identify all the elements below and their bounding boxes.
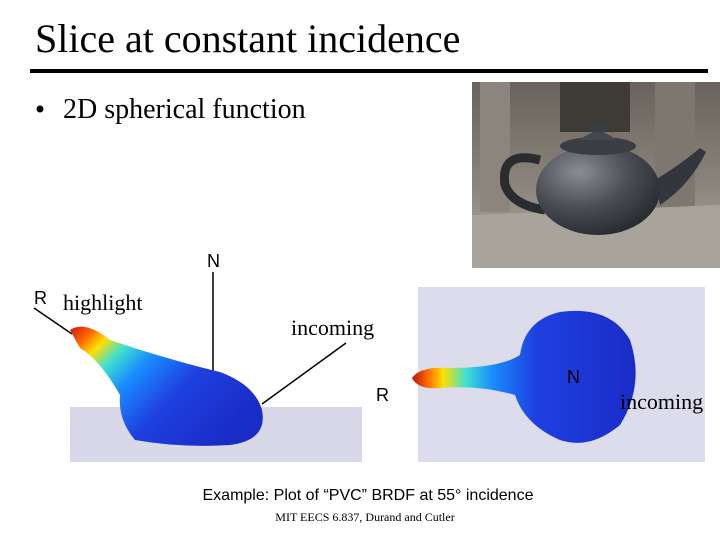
- footer: MIT EECS 6.837, Durand and Cutler: [275, 510, 454, 524]
- figure-label: incoming: [291, 315, 374, 340]
- figure-label: R: [34, 288, 47, 308]
- caption: Example: Plot of “PVC” BRDF at 55° incid…: [203, 487, 534, 504]
- figure-label: incoming: [620, 389, 703, 414]
- brdf-plot-right: [412, 287, 705, 462]
- brdf-plot-left: [33, 272, 362, 462]
- figure-label: highlight: [63, 290, 142, 315]
- slide-title: Slice at constant incidence: [35, 16, 460, 61]
- figure-label: N: [207, 251, 220, 271]
- bullet-text: 2D spherical function: [63, 94, 306, 125]
- teapot-image: [472, 82, 720, 268]
- figure-label: N: [567, 367, 580, 387]
- bullet-dot: [36, 105, 44, 113]
- figure-label: R: [376, 385, 389, 405]
- title-rule: [30, 69, 708, 73]
